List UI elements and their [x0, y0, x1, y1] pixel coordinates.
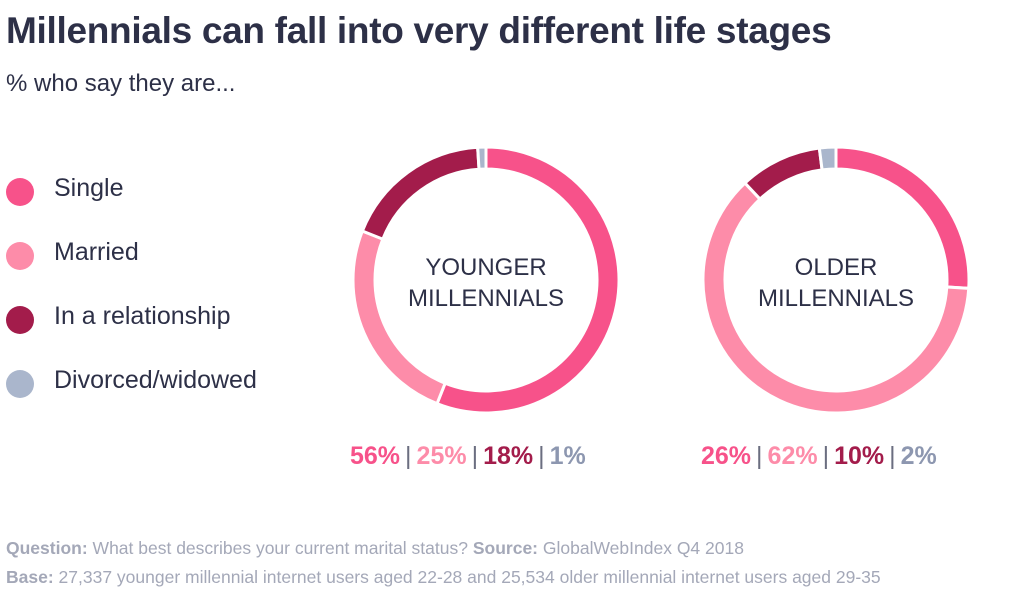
separator: |: [538, 442, 545, 470]
separator: |: [889, 442, 896, 470]
younger-label-line-1: YOUNGER: [425, 254, 547, 281]
legend-swatch-single: [6, 178, 34, 206]
legend-label-married: Married: [54, 238, 139, 266]
younger-millennials-donut: [352, 146, 620, 414]
legend-swatch-married: [6, 242, 34, 270]
chart-title: Millennials can fall into very different…: [6, 10, 832, 51]
legend-label-single: Single: [54, 174, 124, 202]
younger-label-line-2: MILLENNIALS: [407, 285, 565, 312]
older-pct-married: 62%: [767, 442, 818, 470]
legend-swatch-divorced: [6, 370, 34, 398]
separator: |: [756, 442, 763, 470]
base-label: Base:: [6, 567, 54, 587]
older-donut-center-label: OLDER MILLENNIALS: [726, 252, 946, 314]
older-pct-divorced: 2%: [900, 442, 937, 470]
separator: |: [471, 442, 479, 470]
younger-pct-divorced: 1%: [549, 442, 586, 470]
chart-subtitle: % who say they are...: [6, 70, 236, 97]
older-pct-relationship: 10%: [834, 442, 885, 470]
younger-pct-married: 25%: [416, 442, 467, 470]
younger-percent-row: 56% | 25% | 18% | 1%: [350, 442, 586, 471]
separator: |: [822, 442, 830, 470]
footer-question: Question: What best describes your curre…: [6, 538, 744, 559]
older-millennials-donut: [702, 146, 970, 414]
question-label: Question:: [6, 538, 88, 558]
source-label: Source:: [472, 538, 539, 558]
question-text: What best describes your current marital…: [92, 538, 468, 558]
slice-divorced: [476, 146, 488, 171]
legend-label-divorced: Divorced/widowed: [54, 366, 257, 394]
slice-relationship: [742, 146, 824, 202]
older-label-line-1: OLDER: [794, 254, 878, 281]
legend-swatch-relationship: [6, 306, 34, 334]
slice-relationship: [360, 146, 481, 242]
older-percent-row: 26% | 62% | 10% | 2%: [701, 442, 937, 471]
younger-donut-center-label: YOUNGER MILLENNIALS: [376, 252, 596, 314]
legend-label-relationship: In a relationship: [54, 302, 231, 330]
base-text: 27,337 younger millennial internet users…: [58, 567, 881, 587]
older-pct-single: 26%: [701, 442, 752, 470]
source-text: GlobalWebIndex Q4 2018: [542, 538, 744, 558]
footer-base: Base: 27,337 younger millennial internet…: [6, 567, 881, 588]
younger-pct-relationship: 18%: [483, 442, 534, 470]
older-label-line-2: MILLENNIALS: [757, 285, 915, 312]
separator: |: [405, 442, 412, 470]
slice-divorced: [817, 146, 838, 172]
younger-pct-single: 56%: [350, 442, 401, 470]
